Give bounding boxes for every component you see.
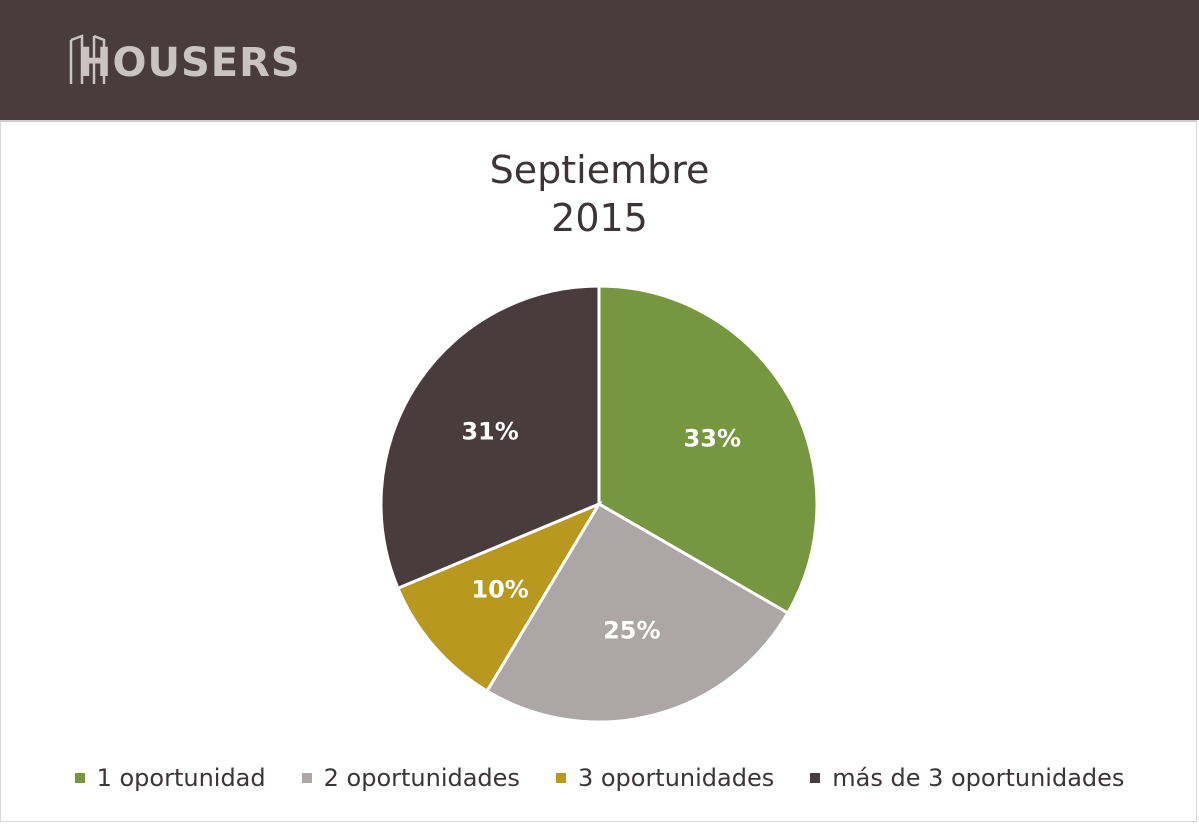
legend-label: 1 oportunidad [96,764,266,792]
legend-label: 2 oportunidades [323,764,520,792]
pie-slice-3 [395,500,603,694]
legend-label: 3 oportunidades [577,764,775,792]
legend-label: más de 3 oportunidades [832,764,1125,792]
chart-title-month: Septiembre [489,148,710,192]
pie-data-label-1: 33% [684,425,741,453]
brand-name: HOUSERS [78,40,301,86]
legend-item-1: 1 oportunidad [74,764,266,792]
legend-swatch [74,773,85,783]
chart-frame [0,120,1197,822]
pie-slice-2 [484,501,790,724]
pie-data-label-2: 25% [603,617,660,645]
housers-logo: HOUSERS [68,34,300,88]
legend-item-4: más de 3 oportunidades [810,764,1124,792]
legend-item-3: 3 oportunidades [555,764,775,792]
legend-swatch [555,773,566,783]
legend-swatch [810,773,821,783]
header-bar: HOUSERS [0,0,1199,120]
chart-title-year: 2015 [551,196,648,240]
chart-legend: 1 oportunidad 2 oportunidades 3 oportunida… [0,760,1199,796]
legend-swatch [301,773,312,783]
pie-data-label-3: 10% [471,576,528,604]
chart-title: Septiembre 2015 [0,146,1199,242]
pie-data-label-4: 31% [461,418,518,446]
pie-slice-4 [379,284,601,591]
legend-item-2: 2 oportunidades [301,764,520,792]
building-h-icon [69,34,106,84]
pie-slice-1 [597,284,819,616]
